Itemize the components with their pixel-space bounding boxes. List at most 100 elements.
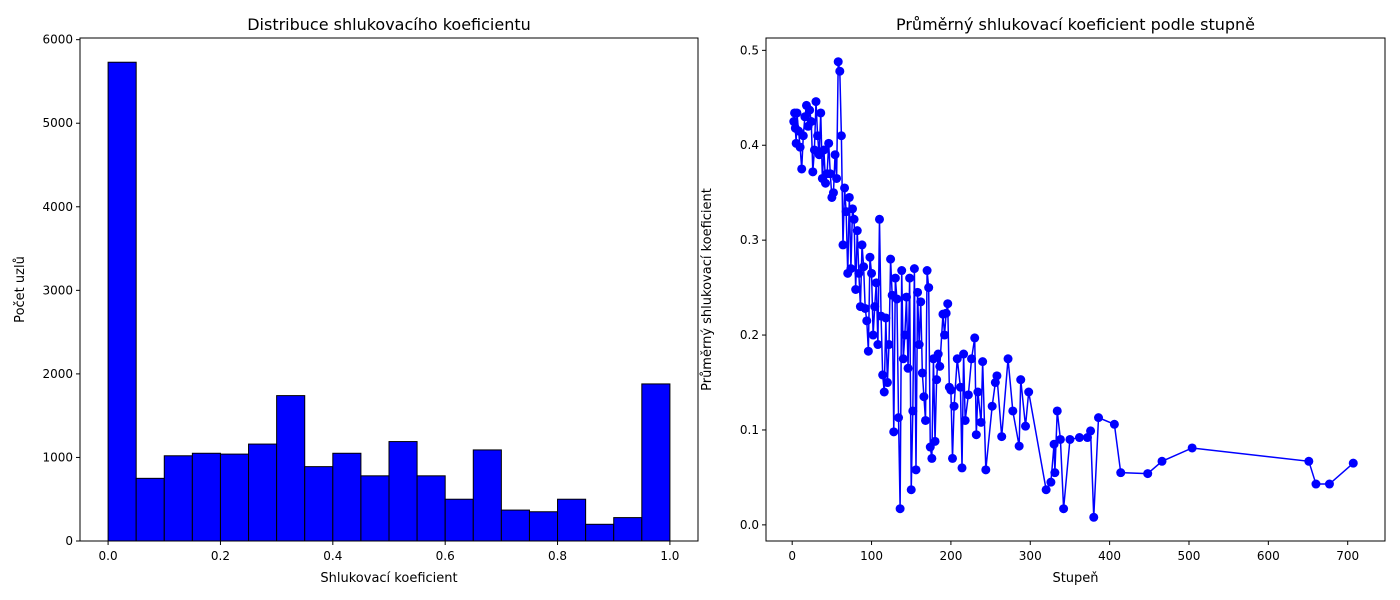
axes-frame [765, 37, 1386, 542]
marker [1016, 375, 1026, 385]
marker [806, 117, 816, 127]
y-axis-label: Průměrný shlukovací koeficient [700, 188, 715, 391]
y-axis-label: Počet uzlů [13, 256, 28, 323]
marker [1187, 443, 1197, 453]
histogram-bar [248, 443, 278, 542]
y-tick-label: 0.4 [740, 138, 759, 152]
histogram-bar [613, 517, 643, 542]
marker [900, 330, 910, 340]
x-tick-label: 500 [1178, 549, 1201, 563]
marker [860, 303, 870, 313]
marker [960, 415, 970, 425]
histogram-bar [163, 455, 193, 542]
marker [981, 465, 991, 475]
histogram-bar [416, 475, 446, 542]
marker [976, 417, 986, 427]
marker [878, 370, 888, 380]
marker [1143, 469, 1153, 479]
chart-title: Distribuce shlukovacího koeficientu [247, 15, 531, 34]
histogram-bar [191, 452, 221, 542]
y-tick-label: 1000 [42, 450, 73, 464]
marker [833, 57, 843, 67]
marker [795, 142, 805, 152]
y-tick-label: 2000 [42, 367, 73, 381]
y-tick-label: 5000 [42, 116, 73, 130]
marker [1089, 512, 1099, 522]
marker [808, 167, 818, 177]
marker [909, 264, 919, 274]
marker [978, 357, 988, 367]
marker [832, 173, 842, 183]
marker [797, 164, 807, 174]
marker [1094, 413, 1104, 423]
x-axis-label: Shlukovací koeficient [320, 571, 457, 586]
histogram-bar [500, 509, 530, 542]
marker [805, 105, 815, 115]
marker [824, 138, 834, 148]
histogram-bar [332, 452, 362, 542]
x-tick-label: 200 [939, 549, 962, 563]
marker [1052, 406, 1062, 416]
marker [848, 204, 858, 214]
marker [865, 252, 875, 262]
marker [857, 240, 867, 250]
marker [863, 346, 873, 356]
marker [881, 313, 891, 323]
marker [862, 316, 872, 326]
x-tick-label: 300 [1019, 549, 1042, 563]
x-tick-label: 100 [860, 549, 883, 563]
marker [846, 264, 856, 274]
marker [913, 287, 923, 297]
marker [933, 349, 943, 359]
marker [813, 131, 823, 141]
marker [947, 453, 957, 463]
marker [816, 108, 826, 118]
marker [924, 283, 934, 293]
marker [927, 453, 937, 463]
marker [1116, 468, 1126, 478]
y-tick-label: 0.5 [740, 43, 759, 57]
marker [949, 401, 959, 411]
marker [1046, 477, 1056, 487]
histogram-bar [472, 449, 502, 542]
x-tick-label: 0.8 [548, 549, 567, 563]
marker [1086, 426, 1096, 436]
marker [873, 340, 883, 350]
marker [838, 240, 848, 250]
x-tick-label: 0.0 [99, 549, 118, 563]
histogram-bar [360, 475, 390, 542]
marker [1109, 419, 1119, 429]
marker [894, 413, 904, 423]
marker [946, 385, 956, 395]
x-tick-label: 700 [1336, 549, 1359, 563]
axes-frame [79, 37, 699, 542]
marker [916, 297, 926, 307]
histogram-bar [557, 498, 587, 542]
marker [1021, 421, 1031, 431]
marker [1065, 434, 1075, 444]
histogram-bar [135, 477, 165, 542]
marker [1008, 406, 1018, 416]
y-tick-label: 0.0 [740, 518, 759, 532]
y-tick-label: 0.2 [740, 328, 759, 342]
x-axis-label: Stupeň [1052, 571, 1098, 586]
marker [897, 266, 907, 276]
marker [957, 463, 967, 473]
marker [911, 465, 921, 475]
marker [1348, 458, 1358, 468]
histogram-bar [219, 453, 250, 542]
marker [835, 66, 845, 76]
x-tick-label: 0.6 [436, 549, 455, 563]
marker [886, 254, 896, 264]
marker [919, 392, 929, 402]
marker [952, 354, 962, 364]
marker [959, 349, 969, 359]
marker [828, 188, 838, 198]
marker [906, 485, 916, 495]
marker [914, 340, 924, 350]
histogram-bar [528, 511, 559, 542]
marker [992, 371, 1002, 381]
marker [997, 432, 1007, 442]
histogram-bar [304, 466, 334, 542]
marker [859, 262, 869, 272]
